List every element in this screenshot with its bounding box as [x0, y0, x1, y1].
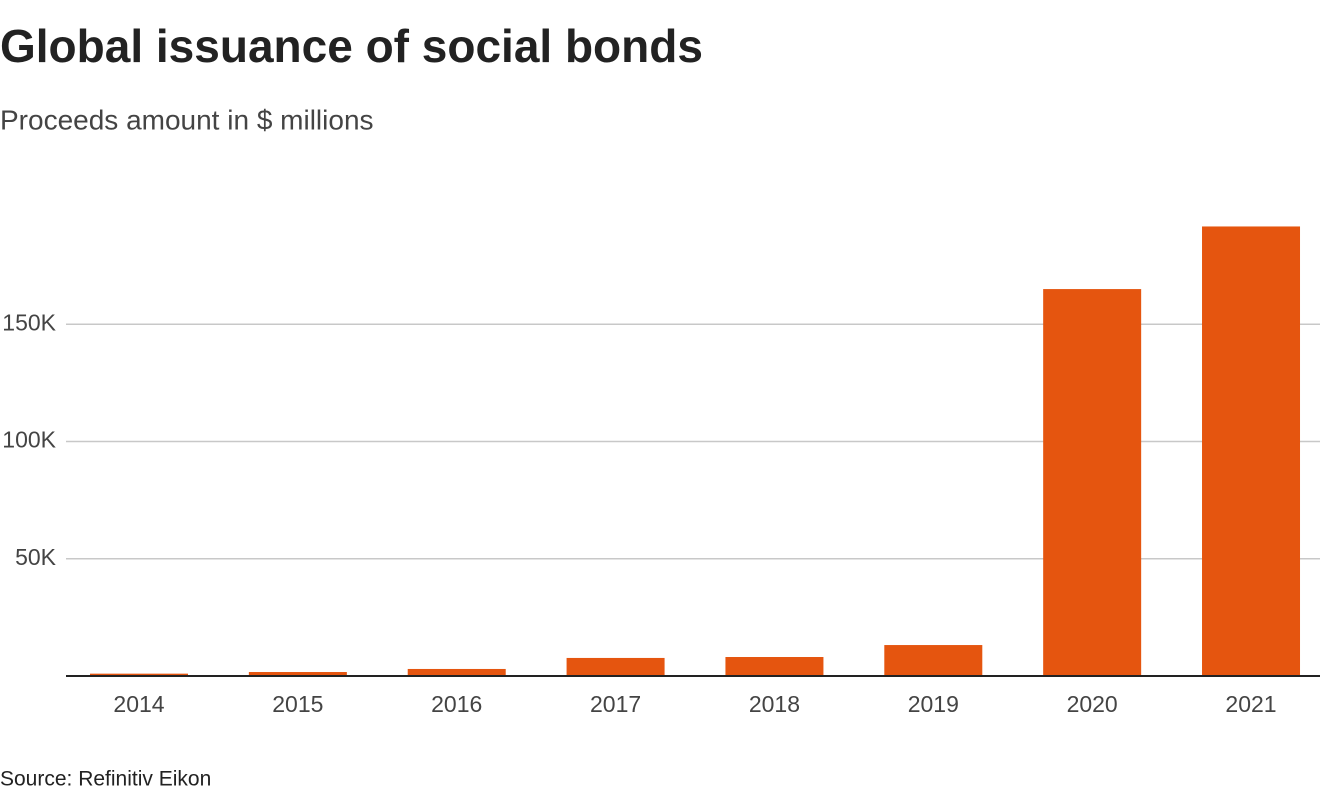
- bar: [725, 657, 824, 676]
- x-tick-label: 2016: [431, 691, 482, 717]
- bar: [248, 672, 347, 676]
- bar: [566, 657, 665, 676]
- y-tick-label: 100K: [2, 427, 56, 453]
- y-tick-label: 150K: [2, 309, 56, 335]
- x-tick-label: 2020: [1067, 691, 1118, 717]
- chart-title: Global issuance of social bonds: [0, 20, 703, 72]
- bar: [884, 645, 983, 676]
- x-tick-label: 2014: [113, 691, 164, 717]
- x-tick-label: 2018: [749, 691, 800, 717]
- x-tick-label: 2021: [1225, 691, 1276, 717]
- bar: [90, 673, 188, 676]
- x-tick-label: 2017: [590, 691, 641, 717]
- chart-subtitle: Proceeds amount in $ millions: [0, 104, 374, 135]
- bar: [1202, 226, 1301, 676]
- source-note: Source: Refinitiv Eikon: [0, 768, 211, 791]
- bar: [407, 668, 506, 676]
- x-tick-label: 2019: [908, 691, 959, 717]
- y-tick-label: 50K: [15, 544, 57, 570]
- bar: [1043, 289, 1142, 676]
- x-tick-label: 2015: [272, 691, 323, 717]
